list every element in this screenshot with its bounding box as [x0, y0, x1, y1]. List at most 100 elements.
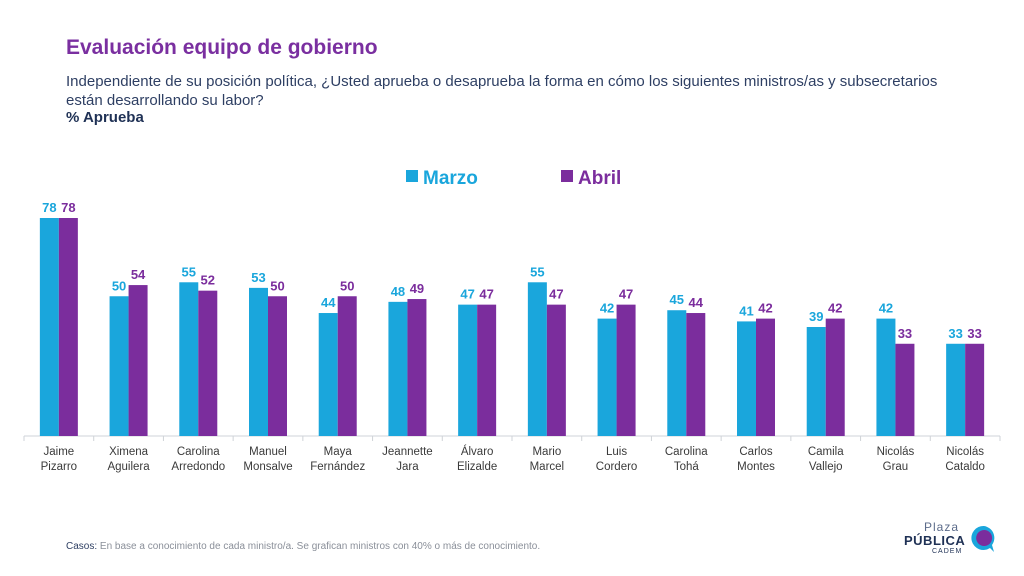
- footnote-label: Casos:: [66, 541, 98, 552]
- bar-marzo: [249, 287, 268, 436]
- category-label: Vallejo: [809, 461, 843, 473]
- bar-abril: [337, 296, 357, 436]
- category-label: Luis: [606, 446, 627, 458]
- category-label: Ximena: [109, 446, 149, 458]
- category-label: Arredondo: [171, 461, 225, 473]
- bar-marzo: [946, 343, 966, 436]
- approval-bar-chart: Marzo Abril 78 78 Jaime Pizarro 50 54 Ximena Agui…: [23, 168, 1001, 473]
- bar-abril: [965, 343, 985, 436]
- data-label-abril: 47: [479, 287, 493, 302]
- data-label-abril: 54: [131, 267, 146, 282]
- category-label: Marcel: [530, 461, 565, 473]
- category-label: Carolina: [665, 446, 708, 458]
- data-label-marzo: 50: [112, 278, 126, 293]
- data-label-marzo: 42: [600, 301, 614, 316]
- category-label: Camila: [808, 446, 844, 458]
- data-label-abril: 50: [340, 278, 354, 293]
- data-label-marzo: 39: [809, 309, 823, 324]
- bar-marzo: [458, 304, 478, 436]
- bar-abril: [686, 313, 706, 436]
- data-label-abril: 52: [201, 273, 215, 288]
- bar-marzo: [597, 318, 617, 436]
- bar-abril: [825, 318, 845, 436]
- category-label: Álvaro: [461, 445, 494, 458]
- data-label-marzo: 41: [739, 303, 753, 318]
- logo-line-1: Plaza: [924, 520, 960, 534]
- category-label: Nicolás: [946, 446, 984, 458]
- question-text: Independiente de su posición política, ¿…: [66, 73, 938, 109]
- data-label-abril: 47: [549, 287, 563, 302]
- logo-line-3: CADEM: [932, 548, 963, 555]
- bar-abril: [616, 304, 636, 436]
- data-label-abril: 78: [61, 200, 75, 215]
- bar-marzo: [109, 296, 129, 436]
- speech-bubble-icon: [971, 525, 995, 552]
- data-label-abril: 42: [758, 301, 772, 316]
- data-label-marzo: 47: [460, 287, 474, 302]
- category-label: Grau: [883, 461, 909, 473]
- category-label: Carlos: [739, 446, 772, 458]
- category-label: Cataldo: [945, 461, 985, 473]
- bar-abril: [58, 218, 78, 436]
- data-label-abril: 33: [967, 326, 981, 341]
- category-label: Jeannette: [382, 446, 433, 458]
- data-label-marzo: 55: [182, 264, 196, 279]
- category-label: Maya: [324, 446, 353, 458]
- category-label: Mario: [532, 446, 561, 458]
- data-label-marzo: 44: [321, 295, 336, 310]
- category-label: Aguilera: [107, 461, 150, 473]
- category-label: Manuel: [249, 446, 287, 458]
- logo-line-2: PÚBLICA: [904, 533, 966, 548]
- data-label-marzo: 53: [251, 270, 265, 285]
- bar-marzo: [318, 313, 338, 436]
- data-label-abril: 47: [619, 287, 633, 302]
- data-label-abril: 49: [410, 281, 424, 296]
- category-label: Nicolás: [877, 446, 915, 458]
- bar-abril: [198, 290, 218, 436]
- category-label: Jara: [396, 461, 419, 473]
- legend-swatch-abril: [561, 170, 573, 182]
- data-label-abril: 44: [689, 295, 704, 310]
- category-label: Pizarro: [41, 461, 77, 473]
- measure-label: % Aprueba: [66, 109, 144, 126]
- plaza-publica-cadem-logo: Plaza PÚBLICA CADEM: [898, 520, 1003, 560]
- category-label: Fernández: [310, 461, 365, 473]
- data-label-marzo: 48: [391, 284, 405, 299]
- category-label: Jaime: [44, 446, 75, 458]
- bar-marzo: [737, 321, 756, 436]
- footnote-text: En base a conocimiento de cada ministro/…: [97, 541, 541, 552]
- bar-abril: [546, 304, 566, 436]
- legend-label-marzo: Marzo: [423, 168, 478, 189]
- data-label-marzo: 45: [670, 292, 684, 307]
- page-title: Evaluación equipo de gobierno: [66, 36, 378, 59]
- category-label: Cordero: [596, 461, 638, 473]
- bar-marzo: [667, 310, 687, 436]
- data-label-abril: 50: [270, 278, 284, 293]
- bar-abril: [756, 318, 775, 436]
- data-label-marzo: 78: [42, 200, 56, 215]
- bar-abril: [128, 285, 148, 436]
- data-label-marzo: 55: [530, 264, 544, 279]
- category-label: Montes: [737, 461, 775, 473]
- legend-label-abril: Abril: [578, 168, 621, 189]
- data-label-marzo: 33: [948, 326, 962, 341]
- bar-marzo: [527, 282, 547, 436]
- category-label: Monsalve: [243, 461, 292, 473]
- bar-marzo: [388, 301, 408, 436]
- data-label-marzo: 42: [879, 301, 893, 316]
- category-label: Elizalde: [457, 461, 497, 473]
- bar-abril: [407, 299, 427, 436]
- bar-marzo: [179, 282, 199, 436]
- bar-marzo: [39, 218, 59, 436]
- bar-marzo: [876, 318, 896, 436]
- bar-abril: [895, 343, 915, 436]
- bar-marzo: [806, 327, 826, 436]
- data-label-abril: 33: [898, 326, 912, 341]
- bar-abril: [477, 304, 497, 436]
- legend-swatch-marzo: [406, 170, 418, 182]
- footnote: Casos: En base a conocimiento de cada mi…: [66, 541, 540, 552]
- bar-abril: [268, 296, 287, 436]
- category-label: Carolina: [177, 446, 220, 458]
- data-label-abril: 42: [828, 301, 842, 316]
- category-label: Tohá: [674, 461, 700, 473]
